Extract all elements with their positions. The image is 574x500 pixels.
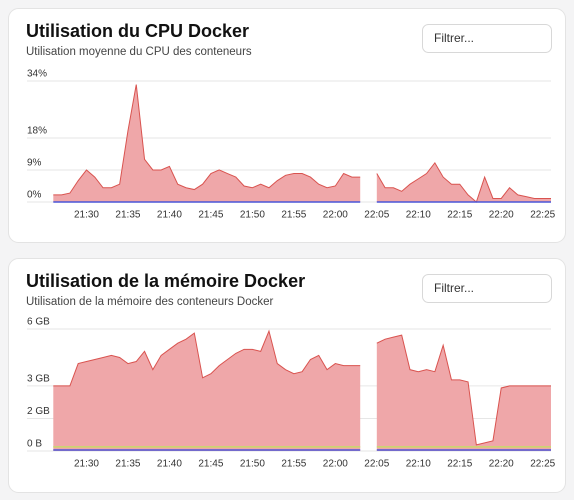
x-tick-label: 22:20: [489, 459, 514, 470]
area: [53, 331, 552, 451]
x-tick-label: 22:20: [489, 210, 514, 221]
area-line: [53, 329, 551, 446]
filter-input[interactable]: [422, 274, 552, 303]
x-tick-label: 22:00: [323, 210, 348, 221]
y-tick-label: 0 B: [27, 439, 42, 450]
chart-subtitle: Utilisation de la mémoire des conteneurs…: [26, 296, 274, 308]
x-tick-label: 21:55: [281, 210, 306, 221]
y-tick-label: 9%: [27, 158, 42, 169]
x-tick-label: 22:10: [406, 459, 431, 470]
chart-title: Utilisation du CPU Docker: [26, 21, 249, 41]
area-line: [53, 84, 551, 203]
x-tick-label: 21:40: [157, 459, 182, 470]
area: [53, 84, 552, 202]
x-tick-label: 22:05: [364, 210, 389, 221]
x-tick-label: 22:15: [447, 459, 472, 470]
x-tick-label: 22:25: [530, 210, 555, 221]
x-tick-label: 21:55: [281, 459, 306, 470]
x-tick-label: 22:25: [530, 459, 555, 470]
x-tick-label: 21:30: [74, 210, 99, 221]
x-tick-label: 21:35: [115, 459, 140, 470]
x-tick-label: 22:10: [406, 210, 431, 221]
x-tick-label: 21:40: [157, 210, 182, 221]
y-tick-label: 3 GB: [27, 374, 50, 385]
filter-input[interactable]: [422, 24, 552, 53]
chart-subtitle: Utilisation moyenne du CPU des conteneur…: [26, 46, 252, 58]
chart-title: Utilisation de la mémoire Docker: [26, 271, 305, 291]
x-tick-label: 22:00: [323, 459, 348, 470]
filter-placeholder: Filtrer...: [434, 281, 474, 295]
x-tick-label: 21:35: [115, 210, 140, 221]
x-tick-label: 21:50: [240, 459, 265, 470]
x-tick-label: 21:30: [74, 459, 99, 470]
y-tick-label: 2 GB: [27, 406, 50, 417]
x-tick-label: 22:05: [364, 459, 389, 470]
y-tick-label: 0%: [27, 190, 42, 201]
x-tick-label: 21:45: [198, 459, 223, 470]
filter-placeholder: Filtrer...: [434, 31, 474, 45]
x-tick-label: 21:50: [240, 210, 265, 221]
y-tick-label: 34%: [27, 69, 47, 80]
x-tick-label: 22:15: [447, 210, 472, 221]
y-tick-label: 6 GB: [27, 317, 50, 328]
x-tick-label: 21:45: [198, 210, 223, 221]
y-tick-label: 18%: [27, 126, 47, 137]
